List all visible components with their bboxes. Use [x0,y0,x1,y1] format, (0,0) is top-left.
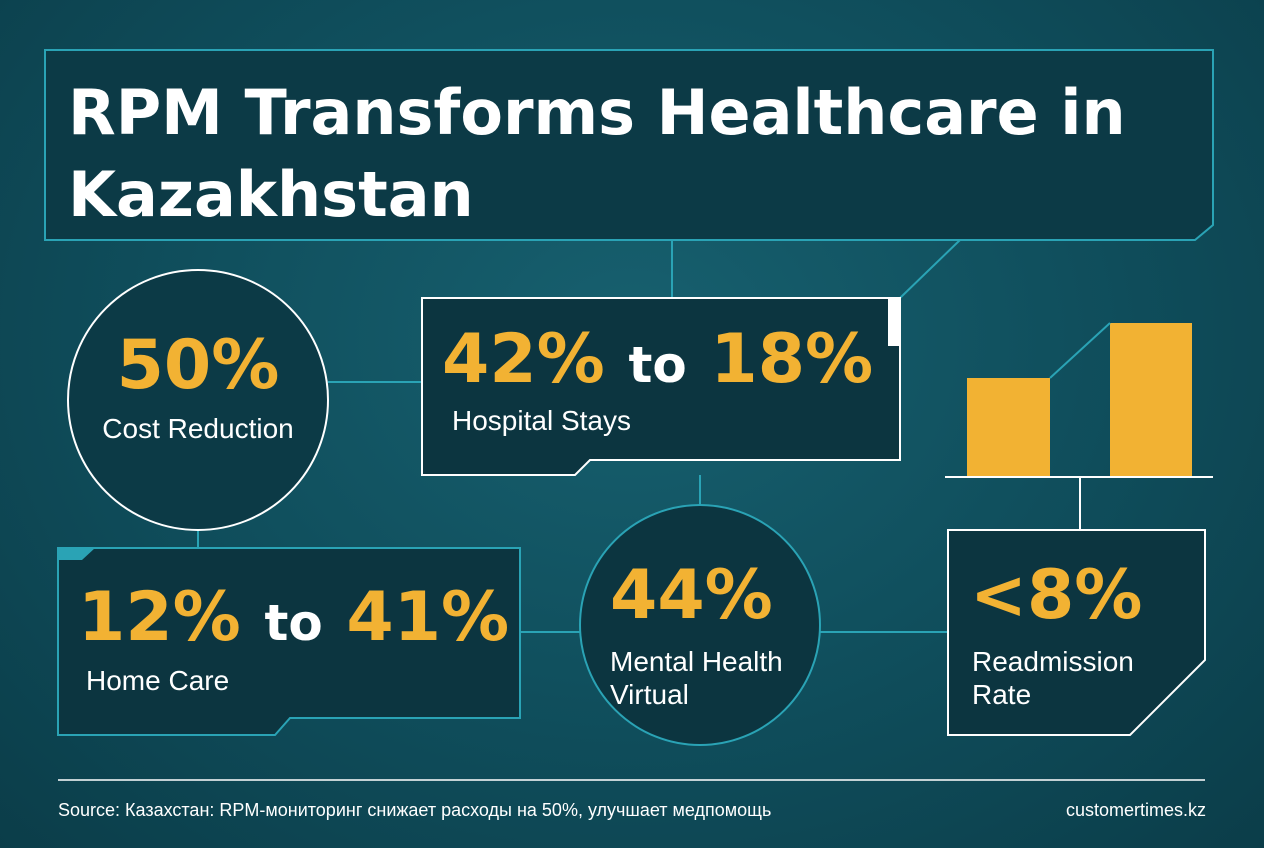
stat-box [947,529,1206,736]
site: customertimes.kz [1065,800,1206,820]
stat-to: 18% [710,320,874,399]
stat-from: 42% [442,320,605,399]
stat-label: Mental Health Virtual [610,646,783,710]
stat-to: 41% [346,578,510,657]
stat-value: 44% [610,556,773,635]
title-box [44,49,1214,241]
stat-from: 12% [78,578,241,657]
stat-circle [579,504,821,746]
source: Source: Казахстан: RPM-мониторинг снижае… [58,800,772,820]
stat-label: Home Care [86,665,230,696]
deco-bar [967,378,1050,477]
stat-label: Hospital Stays [452,405,631,436]
corner-accent [888,298,900,346]
title: RPM Transforms Healthcare in Kazakhstan [68,76,1126,231]
stat-label: Readmission Rate [972,646,1134,710]
stat-value: <8% [970,556,1143,635]
stat-joiner: to [264,594,323,652]
stat-value: 42% to 18% [442,320,873,399]
stat-circle [67,269,329,531]
stat-box [57,547,521,736]
connector [899,239,961,299]
stat-value: 50% [116,326,280,405]
connector [1049,322,1111,379]
deco-bar [1110,323,1192,477]
corner-accent [58,548,95,560]
stat-label: Cost Reduction [102,413,294,444]
stat-joiner: to [628,336,687,394]
stat-value: 12% to 41% [78,578,509,657]
